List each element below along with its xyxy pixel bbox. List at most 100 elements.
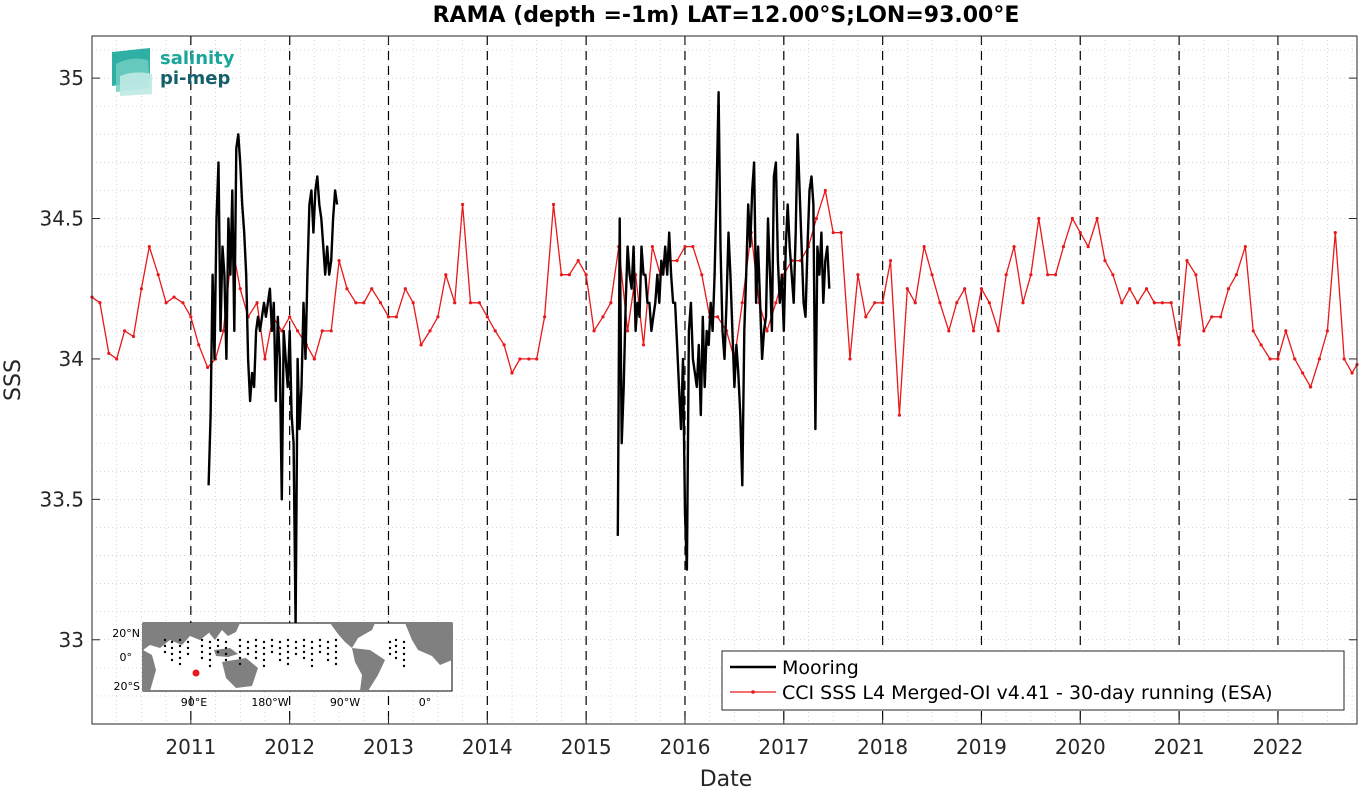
plot-area (92, 36, 1357, 724)
mooring-series-line (207, 90, 831, 627)
legend-cci-label: CCI SSS L4 Merged-OI v4.41 - 30-day runn… (782, 682, 1273, 704)
cci-sss-point (1144, 287, 1149, 291)
cci-sss-point (1029, 273, 1033, 277)
legend-cci-marker (751, 690, 755, 694)
cci-sss-point (411, 301, 415, 305)
cci-sss-point (1070, 216, 1074, 221)
cci-sss-point (971, 329, 976, 333)
inset-buoy-dot (186, 640, 190, 644)
cci-sss-point (1194, 273, 1198, 277)
x-tick-label: 2013 (363, 735, 414, 759)
inset-buoy-dot (208, 640, 212, 644)
inset-buoy-dot (310, 640, 314, 644)
cci-sss-point (996, 329, 1000, 333)
inset-buoy-dot (394, 638, 398, 642)
cci-sss-point (394, 315, 398, 319)
inset-buoy-dot (326, 658, 330, 662)
inset-buoy-dot (186, 652, 190, 656)
cci-sss-point (1160, 301, 1164, 305)
inset-buoy-dot (238, 662, 242, 666)
inset-buoy-dot (170, 646, 174, 650)
cci-sss-point (139, 287, 144, 291)
inset-buoy-dot (238, 638, 242, 642)
inset-buoy-dot (278, 658, 282, 662)
cci-sss-point (1128, 287, 1132, 291)
cci-sss-point (535, 357, 539, 361)
land-south-america-icon (352, 648, 385, 691)
cci-sss-point (485, 315, 489, 319)
inset-buoy-dot (200, 638, 204, 642)
inset-lon-90e: 90°E (181, 696, 207, 709)
year-boundary-lines (190, 36, 1279, 724)
inset-buoy-dot (302, 638, 306, 642)
inset-buoy-dot (178, 644, 182, 648)
cci-sss-point (823, 188, 827, 193)
inset-buoy-dot (286, 638, 290, 642)
cci-sss-point (468, 301, 473, 305)
inset-buoy-dot (200, 644, 204, 648)
cci-sss-point (288, 315, 292, 319)
x-tick-label: 2011 (165, 735, 216, 759)
cci-sss-point (1152, 301, 1157, 305)
inset-buoy-dot (170, 658, 174, 662)
cci-sss-point (238, 287, 242, 291)
land-africa-icon (143, 650, 156, 691)
inset-buoy-dot (294, 640, 298, 644)
cci-sss-point (740, 301, 744, 305)
cci-sss-point (510, 371, 514, 375)
inset-buoy-dot (310, 658, 314, 662)
inset-buoy-dot (208, 664, 212, 668)
cci-sss-point (1219, 315, 1223, 319)
inset-buoy-dot (388, 646, 392, 650)
cci-sss-point (1103, 259, 1107, 263)
y-axis-label: SSS (1, 359, 26, 401)
cci-sss-point (295, 329, 300, 333)
cci-sss-point (1004, 273, 1008, 277)
inset-lon-0: 0° (419, 696, 432, 709)
cci-sss-point (576, 259, 580, 263)
inset-buoy-dot (388, 652, 392, 656)
cci-sss-point (164, 301, 168, 305)
inset-buoy-dot (238, 656, 242, 660)
cci-sss-point (609, 301, 613, 305)
cci-sss-point (683, 245, 687, 249)
inset-buoy-dot (286, 644, 290, 648)
cci-sss-point (831, 230, 835, 235)
y-tick-label: 34 (59, 347, 84, 371)
cci-sss-point (774, 301, 778, 305)
cci-sss-point (255, 301, 259, 305)
inset-buoy-dot (318, 644, 322, 648)
cci-sss-point (147, 245, 151, 249)
inset-buoy-dot (302, 656, 306, 660)
cci-sss-point (1317, 357, 1322, 361)
cci-sss-point (1276, 357, 1280, 361)
inset-buoy-dot (186, 646, 190, 650)
cci-sss-point (320, 329, 324, 333)
cci-sss-point (1243, 245, 1247, 249)
y-axis-ticks: 33 33.5 34 34.5 35 (39, 66, 1357, 652)
inset-buoy-dot (170, 640, 174, 644)
cci-sss-point (715, 315, 720, 319)
land-north-america-icon (330, 623, 375, 648)
inset-location-marker (192, 669, 200, 677)
x-tick-label: 2019 (956, 735, 1007, 759)
inset-buoy-dot (163, 644, 167, 648)
inset-buoy-dot (402, 658, 406, 662)
inset-buoy-dot (224, 658, 228, 662)
inset-buoy-dot (238, 650, 242, 654)
inset-buoy-dot (254, 638, 258, 642)
cci-sss-point (584, 273, 588, 277)
inset-buoy-dot (254, 656, 258, 660)
cci-sss-point (1078, 230, 1082, 235)
cci-sss-point (378, 301, 383, 305)
cci-sss-point (1259, 343, 1263, 347)
x-tick-label: 2016 (660, 735, 711, 759)
inset-buoy-dot (394, 644, 398, 648)
land-europe-africa-icon (405, 623, 452, 665)
mooring-line-segment (616, 90, 831, 571)
cci-sss-point (765, 329, 769, 333)
inset-buoy-dot (326, 640, 330, 644)
inset-buoy-dot (262, 658, 266, 662)
cci-sss-point (172, 295, 176, 299)
